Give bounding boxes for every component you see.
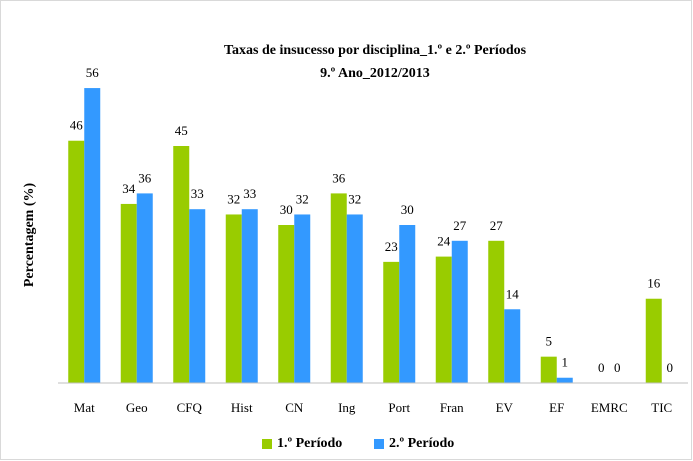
data-label: 23 [385,239,398,254]
x-tick-label: EV [496,400,514,415]
x-tick-label: Mat [74,400,95,415]
data-label: 32 [348,191,361,206]
data-label: 0 [667,360,674,375]
bar [556,377,573,383]
data-label: 30 [401,202,414,217]
data-label: 30 [280,202,293,217]
legend-label: 2.º Período [389,436,454,451]
bar [488,240,505,383]
x-tick-label: EMRC [591,400,628,415]
x-tick-label: Port [388,400,410,415]
data-label: 56 [86,65,100,80]
data-label: 46 [70,118,84,133]
x-tick-label: Geo [126,400,148,415]
bar [399,225,416,383]
data-label: 34 [122,181,136,196]
bar [225,214,242,383]
data-label: 36 [332,170,346,185]
data-label: 24 [437,234,451,249]
x-tick-label: CN [285,400,304,415]
x-tick-label: Fran [440,400,464,415]
data-label: 27 [453,218,467,233]
data-label: 1 [562,355,569,370]
bar [136,193,153,383]
x-tick-label: EF [549,400,564,415]
data-label: 32 [296,191,309,206]
bar [84,88,101,384]
data-label: 45 [175,123,188,138]
bar [173,146,190,383]
bar [540,356,557,383]
bar [294,214,311,383]
chart-subtitle: 9.º Ano_2012/2013 [320,66,430,81]
data-label: 0 [598,360,605,375]
data-label: 36 [138,170,152,185]
bar [435,256,452,383]
bar [504,309,521,383]
y-axis-label: Percentagem (%) [22,183,37,288]
bar [383,261,400,383]
data-label: 5 [546,334,553,349]
bar [451,240,468,383]
data-label: 33 [243,186,256,201]
data-label: 16 [647,276,661,291]
data-label: 33 [191,186,204,201]
x-tick-label: Ing [338,400,356,415]
x-tick-label: CFQ [177,400,203,415]
data-label: 32 [227,191,240,206]
data-label: 27 [490,218,504,233]
bar [241,209,258,383]
x-tick-label: Hist [231,400,253,415]
bar [346,214,363,383]
bar [120,203,137,383]
bar [189,209,206,383]
bar [330,193,347,383]
data-label: 0 [614,360,621,375]
bar [278,225,295,383]
bar [68,140,85,383]
legend-swatch [374,439,384,449]
bar [645,298,662,383]
chart-title: Taxas de insucesso por disciplina_1.º e … [224,43,527,58]
legend-swatch [262,439,272,449]
x-tick-label: TIC [651,400,672,415]
data-label: 14 [506,286,520,301]
legend-label: 1.º Período [277,436,342,451]
